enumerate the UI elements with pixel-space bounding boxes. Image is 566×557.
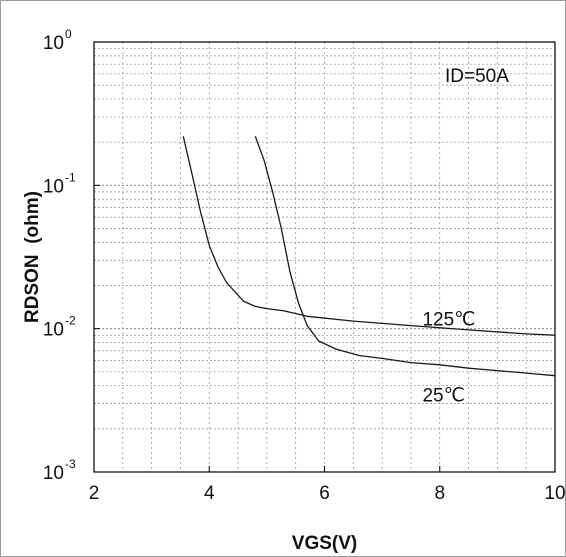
y-tick-exponent: -3 (65, 457, 76, 471)
y-tick-label: 10 0 (43, 27, 72, 54)
series-line-25c (254, 136, 556, 377)
x-tick-label: 8 (434, 483, 445, 504)
curve-label-125c: 125℃ (422, 310, 475, 331)
x-tick-label: 4 (204, 483, 215, 504)
curve-label-25c: 25℃ (422, 386, 464, 407)
y-tick-base: 10 (43, 33, 64, 54)
x-axis-label: VGS(V) (292, 533, 357, 554)
series-line-125c (182, 136, 556, 336)
condition-label: ID=50A (445, 66, 509, 87)
series-layer (182, 136, 556, 377)
x-tick-labels: 2 4 6 8 10 (89, 466, 565, 504)
y-axis-label: RDSON (ohm) (22, 191, 43, 323)
x-tick-label: 2 (89, 483, 100, 504)
y-tick-base: 10 (43, 463, 64, 484)
y-tick-exponent: -2 (65, 314, 76, 328)
grid-x (122, 42, 527, 472)
y-tick-exponent: -1 (65, 170, 76, 184)
grid-minor-y (94, 48, 555, 430)
y-tick-base: 10 (43, 176, 64, 197)
annotation-layer: 125℃ 25℃ (422, 310, 475, 407)
y-tick-label: 10 -2 (43, 314, 76, 341)
y-tick-base: 10 (43, 320, 64, 341)
x-tick-label: 10 (544, 483, 565, 504)
y-tick-exponent: 0 (65, 27, 72, 41)
y-tick-label: 10 -1 (43, 170, 76, 197)
x-tick-label: 6 (319, 483, 330, 504)
y-tick-label: 10 -3 (43, 457, 76, 484)
